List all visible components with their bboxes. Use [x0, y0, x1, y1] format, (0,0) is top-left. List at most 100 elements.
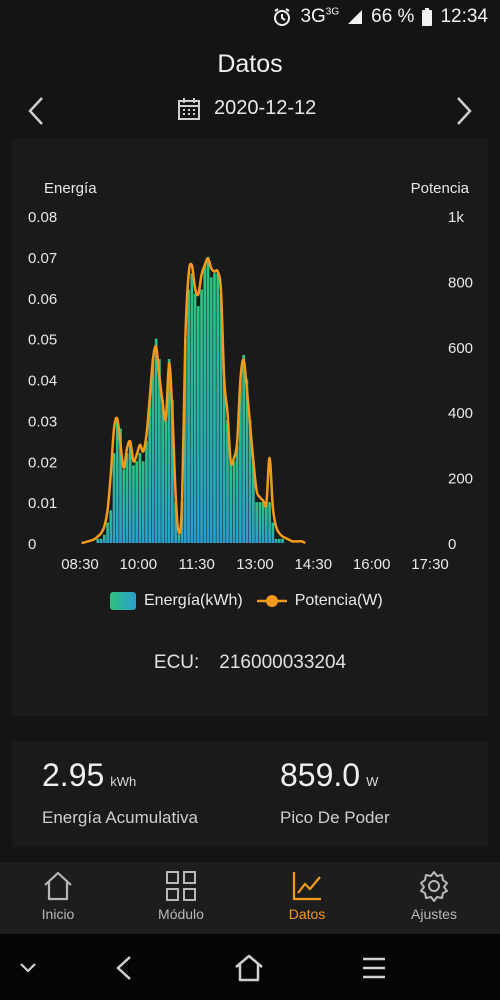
energy-bar[interactable] [164, 420, 168, 543]
right-axis-tick: 400 [448, 405, 473, 422]
date-picker[interactable]: 2020-12-12 [178, 97, 316, 120]
left-axis-tick: 0 [28, 536, 36, 553]
energy-bar[interactable] [190, 273, 194, 543]
energy-bar[interactable] [141, 461, 145, 543]
energy-bar[interactable] [248, 420, 252, 543]
legend-power-label: Potencia(W) [294, 592, 383, 609]
stats-card: 2.95 kWh Energía Acumulativa 859.0 W Pico … [12, 741, 488, 847]
energy-bar[interactable] [115, 420, 119, 543]
energy-bar[interactable] [235, 444, 239, 543]
energy-bar[interactable] [99, 538, 103, 543]
date-selector: 2020-12-12 [0, 93, 500, 129]
tab-inicio[interactable]: Inicio [13, 870, 103, 922]
system-navigation-bar [0, 934, 500, 1000]
x-axis-tick: 10:00 [120, 556, 158, 573]
grid-icon [166, 871, 196, 901]
energy-bar[interactable] [158, 359, 161, 543]
home-button[interactable] [233, 952, 265, 984]
peak-label: Pico De Poder [280, 808, 390, 827]
back-button[interactable] [108, 952, 140, 984]
energy-bar[interactable] [222, 379, 226, 544]
energy-bar[interactable] [277, 538, 281, 543]
energy-bar[interactable] [216, 273, 220, 543]
energy-bar[interactable] [245, 379, 249, 544]
energy-swatch [110, 592, 136, 610]
energy-bar[interactable] [132, 465, 135, 543]
energy-bar[interactable] [102, 534, 106, 543]
right-axis-tick: 800 [448, 274, 473, 291]
energy-bar[interactable] [242, 354, 246, 543]
energy-bar[interactable] [128, 440, 132, 543]
energy-bar[interactable] [135, 461, 139, 543]
energy-bar[interactable] [252, 461, 255, 543]
tab-datos[interactable]: Datos [262, 870, 352, 922]
energy-bar[interactable] [196, 305, 200, 543]
energy-bar[interactable] [112, 453, 116, 543]
energy-bar[interactable] [187, 289, 190, 543]
energy-bar[interactable] [206, 256, 210, 543]
power-swatch [256, 595, 287, 607]
energy-bar[interactable] [232, 461, 236, 543]
left-axis-tick: 0.02 [28, 454, 57, 471]
energy-bar[interactable] [109, 510, 113, 543]
energy-bar[interactable] [264, 502, 268, 543]
energy-bar[interactable] [171, 399, 174, 543]
energy-bar[interactable] [271, 522, 275, 543]
legend-item-power[interactable]: Potencia(W) [256, 592, 383, 610]
energy-bar[interactable] [119, 428, 122, 543]
energy-bar[interactable] [193, 293, 197, 543]
tab-modulo[interactable]: Módulo [136, 870, 226, 922]
energy-bar[interactable] [203, 265, 207, 543]
energy-bar[interactable] [209, 277, 213, 543]
energy-bar[interactable] [258, 502, 262, 543]
energy-bar[interactable] [125, 453, 129, 543]
calendar-icon [178, 97, 200, 120]
energy-power-chart[interactable]: Energía Potencia 0 0.01 0.02 0.03 0.04 0.05 0.… [0, 0, 500, 640]
x-axis-tick: 14:30 [295, 556, 333, 573]
energy-bar[interactable] [148, 399, 152, 543]
ecu-id: 216000033204 [219, 652, 347, 673]
tab-datos-label: Datos [288, 906, 326, 922]
energy-bar[interactable] [161, 399, 164, 543]
signal-icon [348, 10, 363, 24]
energy-bar[interactable] [96, 538, 100, 543]
energy-bar[interactable] [167, 359, 171, 543]
energy-bar[interactable] [213, 273, 216, 543]
energy-bar[interactable] [174, 502, 177, 543]
energy-bar[interactable] [138, 453, 142, 543]
menu-icon [363, 957, 385, 979]
energy-bar[interactable] [145, 440, 148, 543]
energy-bar[interactable] [122, 469, 126, 543]
right-axis-title: Potencia [411, 180, 470, 197]
energy-bar[interactable] [261, 502, 265, 543]
energy-bar[interactable] [229, 461, 233, 543]
energy-bar[interactable] [281, 538, 284, 543]
energy-unit: kWh [110, 774, 137, 789]
energy-bar[interactable] [255, 502, 258, 543]
energy-bar[interactable] [239, 379, 242, 544]
energy-bar[interactable] [200, 289, 203, 543]
energy-bar[interactable] [183, 338, 187, 543]
energy-bar[interactable] [151, 359, 155, 543]
recent-apps-button[interactable] [358, 952, 390, 984]
alarm-clock-icon [274, 8, 291, 26]
chart-legend: Energía(kWh) Potencia(W) [110, 592, 383, 610]
left-axis-tick: 0.01 [28, 495, 57, 512]
chevron-down-icon [20, 963, 36, 973]
energy-bar[interactable] [274, 538, 278, 543]
next-day-button[interactable] [446, 93, 482, 129]
energy-bar[interactable] [226, 420, 229, 543]
previous-day-button[interactable] [18, 93, 54, 129]
x-axis-tick: 08:30 [61, 556, 99, 573]
tab-ajustes[interactable]: Ajustes [389, 870, 479, 922]
collapse-nav-button[interactable] [12, 952, 44, 984]
energy-bar[interactable] [177, 534, 181, 543]
energy-bar[interactable] [154, 338, 158, 543]
energy-bar[interactable] [219, 293, 223, 543]
energy-bar[interactable] [106, 522, 109, 543]
selected-date: 2020-12-12 [214, 97, 317, 119]
legend-item-energy[interactable]: Energía(kWh) [110, 592, 243, 610]
energy-bar[interactable] [268, 502, 271, 543]
network-type: 3G3G [300, 6, 340, 27]
left-axis-title: Energía [44, 180, 97, 197]
